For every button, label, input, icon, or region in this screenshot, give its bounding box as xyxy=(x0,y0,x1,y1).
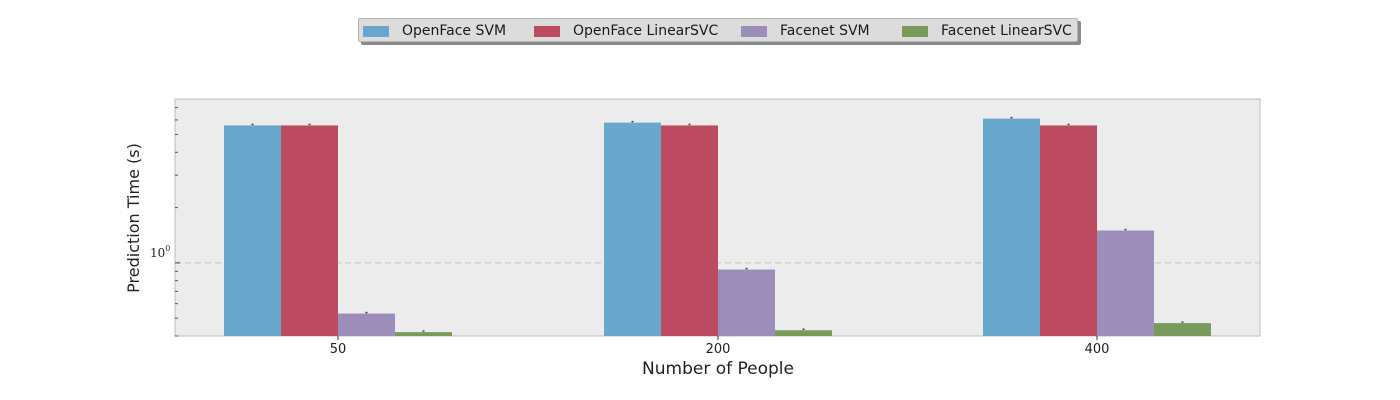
bar xyxy=(338,313,395,336)
legend-label: Facenet SVM xyxy=(780,23,870,39)
legend: OpenFace SVM OpenFace LinearSVC Facenet … xyxy=(358,18,1078,42)
bar xyxy=(1154,323,1211,336)
bar xyxy=(718,269,775,336)
bar xyxy=(661,125,718,336)
legend-item-facenet-svm: Facenet SVM xyxy=(741,23,870,39)
bar xyxy=(395,332,452,336)
x-tick-label: 200 xyxy=(706,342,731,357)
bar xyxy=(281,125,338,336)
x-axis-label: Number of People xyxy=(642,359,794,379)
legend-swatch xyxy=(902,25,928,37)
legend-label: OpenFace LinearSVC xyxy=(573,23,719,39)
bar xyxy=(775,330,832,336)
legend-label: Facenet LinearSVC xyxy=(941,23,1072,39)
bars-layer xyxy=(224,116,1211,336)
bar xyxy=(983,118,1040,336)
legend-item-facenet-linearsvc: Facenet LinearSVC xyxy=(902,23,1072,39)
bar xyxy=(1040,125,1097,336)
y-axis-label: Prediction Time (s) xyxy=(124,143,143,293)
legend-swatch xyxy=(741,25,767,37)
legend-item-openface-svm: OpenFace SVM xyxy=(363,23,506,39)
x-tick-label: 50 xyxy=(330,342,347,357)
bar xyxy=(224,125,281,336)
bar xyxy=(604,122,661,336)
x-tick-label: 400 xyxy=(1085,342,1110,357)
legend-swatch xyxy=(363,25,389,37)
legend-swatch xyxy=(534,25,560,37)
legend-item-openface-linearsvc: OpenFace LinearSVC xyxy=(534,23,718,39)
ticks-layer: 50 200 400 xyxy=(175,107,1110,357)
bar xyxy=(1097,230,1154,336)
legend-label: OpenFace SVM xyxy=(402,23,507,39)
y-tick-label: 100 xyxy=(150,244,170,260)
